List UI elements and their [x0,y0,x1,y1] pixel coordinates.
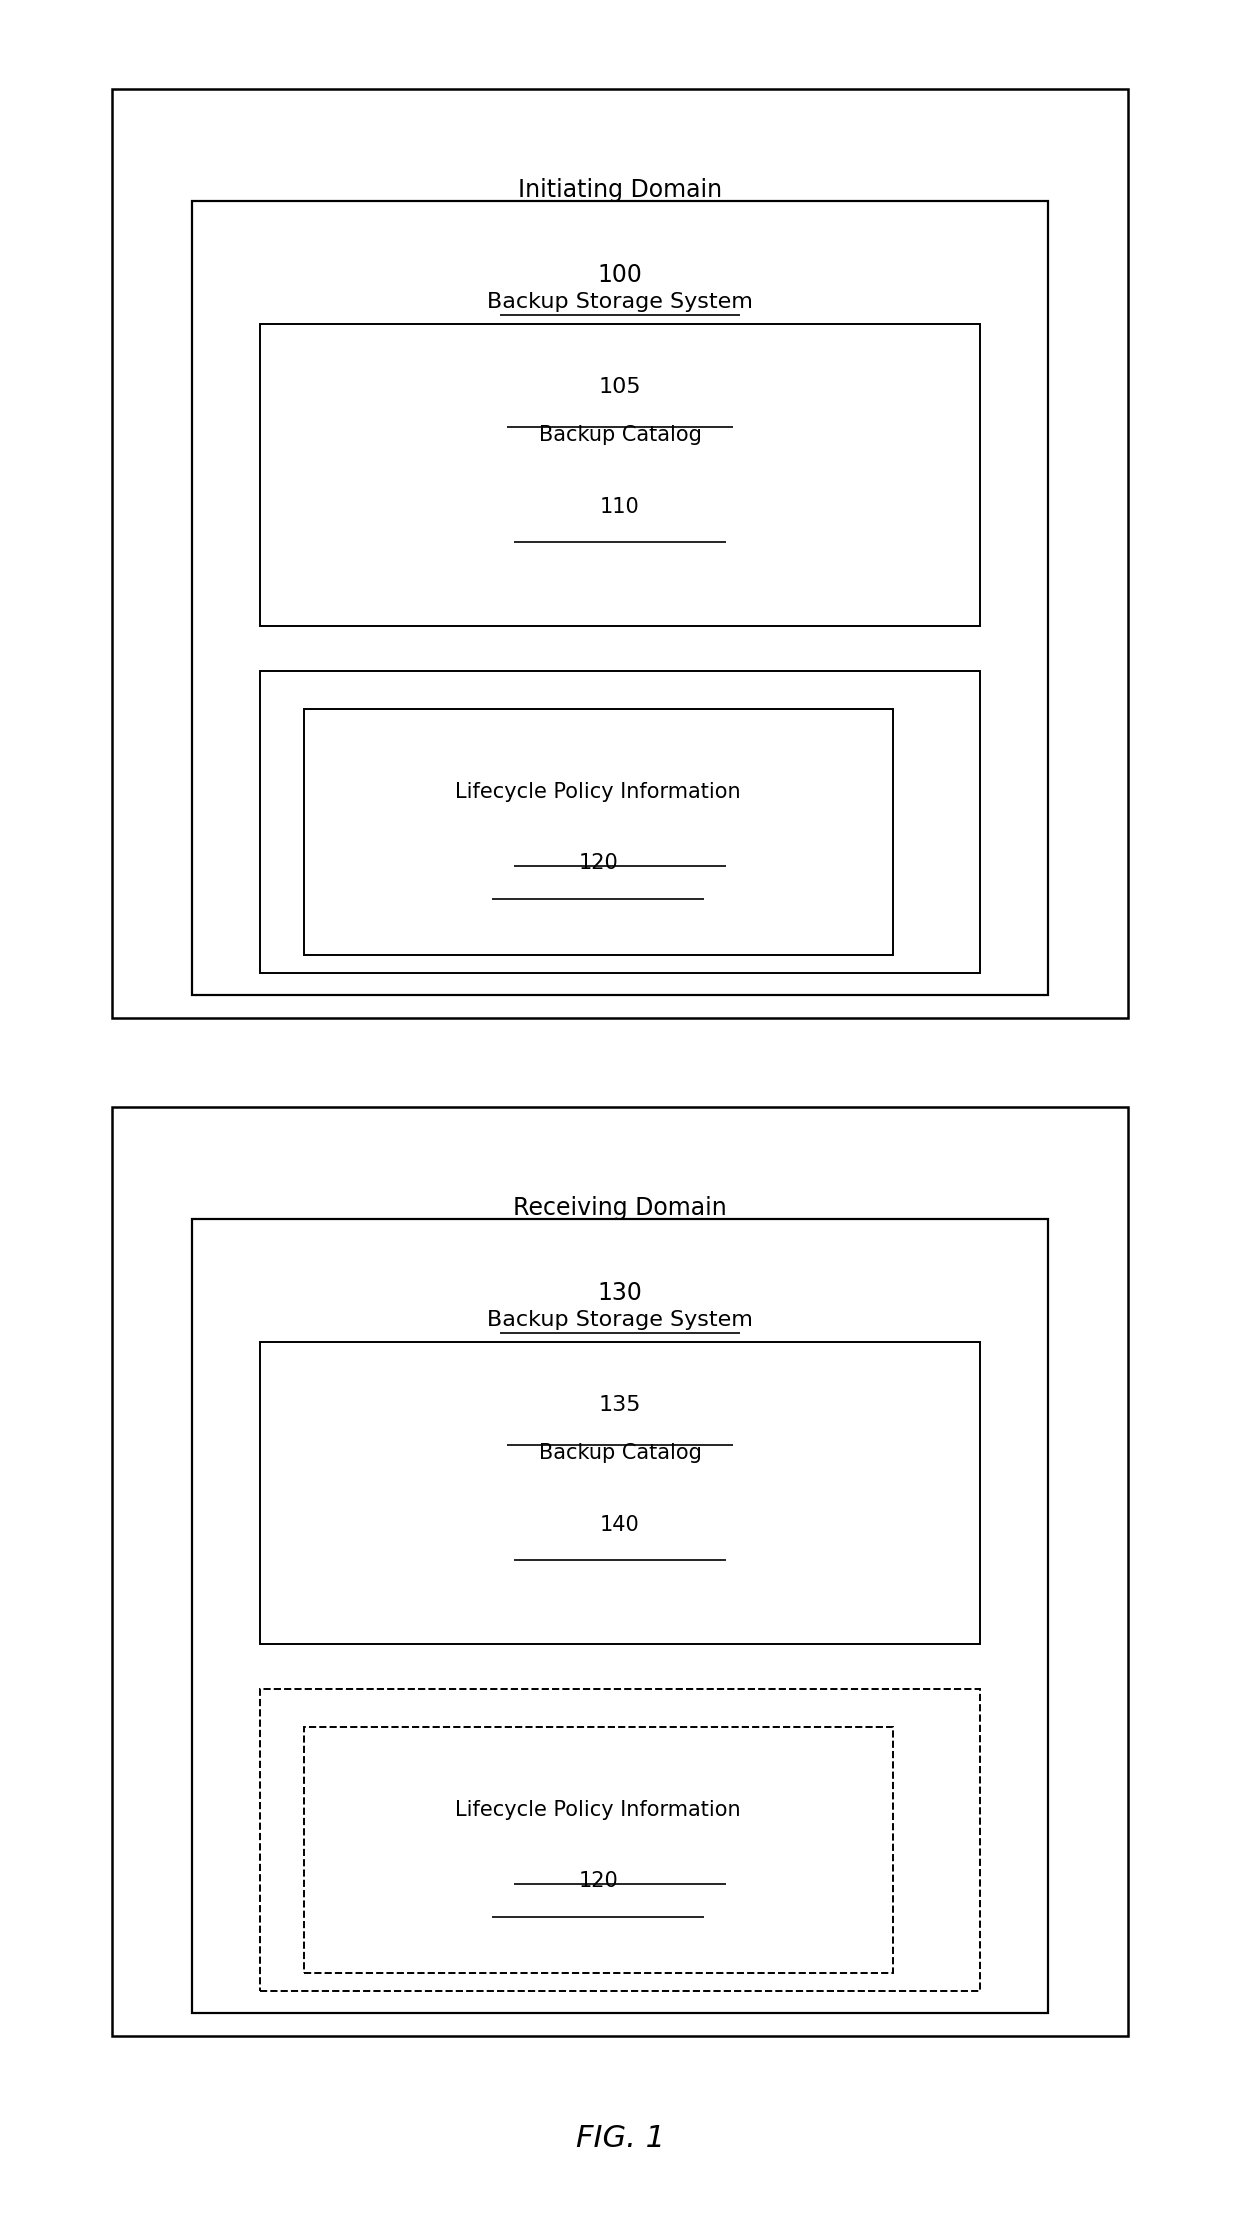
FancyBboxPatch shape [260,324,980,626]
FancyBboxPatch shape [112,1107,1128,2036]
Text: 135: 135 [599,1396,641,1414]
FancyBboxPatch shape [304,709,893,955]
FancyBboxPatch shape [112,89,1128,1018]
FancyBboxPatch shape [260,671,980,973]
Text: 120: 120 [578,855,619,872]
Text: Receiving Domain: Receiving Domain [513,1197,727,1219]
Text: FIG. 1: FIG. 1 [575,2125,665,2152]
FancyBboxPatch shape [192,1219,1048,2013]
Text: 140: 140 [600,1514,640,1535]
Text: Initiating Domain: Initiating Domain [518,179,722,201]
Text: 130: 130 [598,1282,642,1304]
Text: Lifecycle Policy Information: Lifecycle Policy Information [455,783,742,801]
Text: Backup Image: Backup Image [546,1765,694,1783]
Text: Lifecycle Policy Information: Lifecycle Policy Information [455,1801,742,1819]
FancyBboxPatch shape [304,1727,893,1973]
Text: 100: 100 [598,264,642,286]
FancyBboxPatch shape [192,201,1048,995]
Text: 120: 120 [578,1872,619,1890]
Text: 105: 105 [599,378,641,396]
Text: 115: 115 [600,821,640,839]
Text: Backup Storage System: Backup Storage System [487,1311,753,1329]
Text: Backup Image: Backup Image [546,747,694,765]
FancyBboxPatch shape [260,1342,980,1644]
FancyBboxPatch shape [260,1689,980,1991]
Text: 110: 110 [600,497,640,517]
Text: Backup Catalog: Backup Catalog [538,1443,702,1463]
Text: 115: 115 [600,1839,640,1857]
Text: Backup Storage System: Backup Storage System [487,293,753,311]
Text: Backup Catalog: Backup Catalog [538,425,702,445]
